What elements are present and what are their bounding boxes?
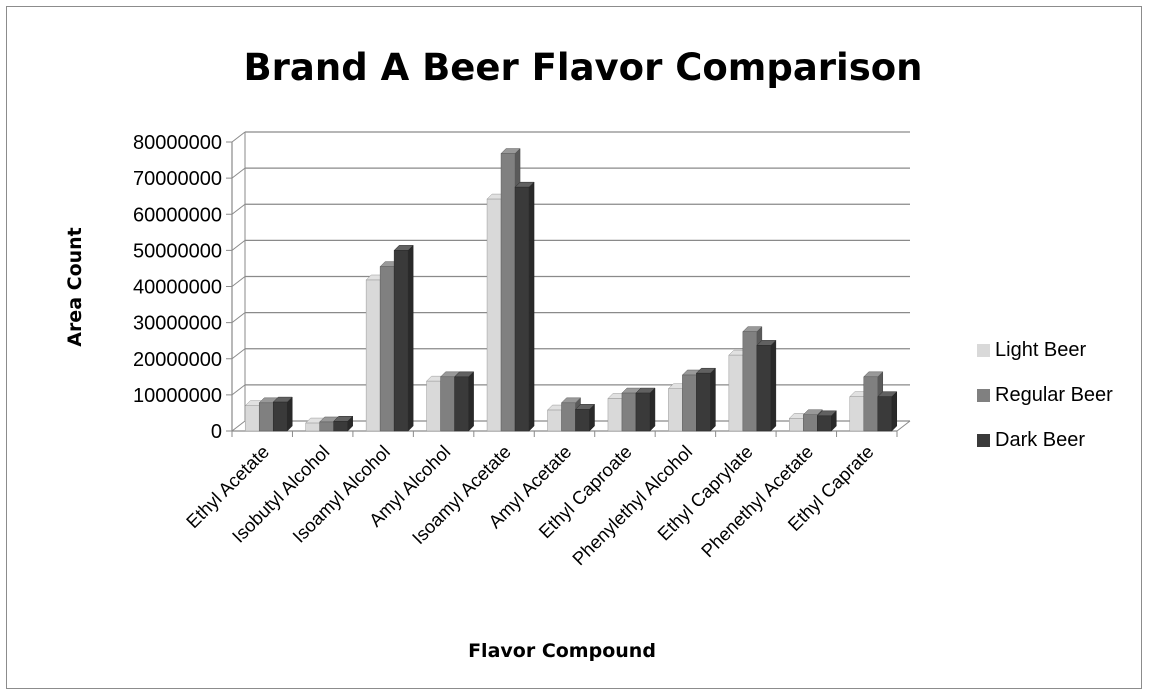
bar xyxy=(272,396,293,432)
grid-diagonal xyxy=(231,131,246,143)
legend-label: Light Beer xyxy=(995,339,1087,361)
bar xyxy=(514,181,535,432)
bar-front xyxy=(272,401,288,432)
y-tick-label: 30000000 xyxy=(133,313,222,335)
bar-side xyxy=(710,367,716,432)
bar-front xyxy=(440,376,455,432)
y-tick-label: 50000000 xyxy=(133,240,222,262)
bar-side xyxy=(286,396,293,432)
chart-title: Brand A Beer Flavor Comparison xyxy=(243,46,922,89)
bar xyxy=(756,339,777,432)
bar xyxy=(877,391,898,432)
legend-label: Regular Beer xyxy=(995,384,1113,406)
bar-side xyxy=(770,339,777,432)
y-tick-label: 80000000 xyxy=(133,132,222,154)
bar-side xyxy=(649,387,656,432)
legend: Light Beer Regular Beer Dark Beer xyxy=(977,339,1113,451)
bar-front xyxy=(333,420,348,432)
y-tick-label: 70000000 xyxy=(133,168,222,190)
bar-front xyxy=(486,198,502,432)
grid-diagonal xyxy=(231,420,246,432)
bar-front xyxy=(728,354,744,432)
bar-front xyxy=(305,422,320,432)
bar xyxy=(695,367,717,432)
grid-diagonal xyxy=(231,167,246,179)
bar-front xyxy=(426,380,441,432)
bar-front xyxy=(789,418,804,432)
bar-front xyxy=(696,372,711,432)
bar-front xyxy=(668,388,683,432)
bar-front xyxy=(379,266,395,432)
bar-front xyxy=(756,345,772,432)
y-axis-title: Area Count xyxy=(64,227,86,347)
bar-front xyxy=(635,392,651,432)
bar-side xyxy=(468,371,474,432)
bar-front xyxy=(561,402,576,432)
y-tick-label: 40000000 xyxy=(133,277,222,299)
bar xyxy=(635,387,656,432)
bar-side xyxy=(407,244,414,432)
bar-front xyxy=(258,402,274,432)
floor-edge xyxy=(896,420,911,432)
bar-front xyxy=(454,376,469,432)
x-category-label: Phenethyl Acetate xyxy=(697,441,817,561)
bar xyxy=(453,371,475,432)
bar-front xyxy=(849,396,865,432)
bar-front xyxy=(500,153,516,432)
y-tick-label: 60000000 xyxy=(133,204,222,226)
bar-front xyxy=(742,331,758,432)
grid-lines xyxy=(226,131,911,437)
x-axis-title: Flavor Compound xyxy=(468,640,656,662)
y-tick-label: 0 xyxy=(211,421,222,443)
grid-diagonal xyxy=(231,348,246,360)
bar-side xyxy=(891,391,898,432)
bar-front xyxy=(817,415,832,432)
bar-side xyxy=(528,181,535,432)
bar-front xyxy=(244,405,260,432)
bar-front xyxy=(863,376,879,432)
bar xyxy=(574,403,596,432)
bar-front xyxy=(514,186,530,432)
legend-swatch xyxy=(977,434,990,447)
bar-front xyxy=(393,250,409,432)
bar-front xyxy=(365,279,381,432)
y-tick-label: 20000000 xyxy=(133,349,222,371)
bar xyxy=(393,244,414,432)
legend-swatch xyxy=(977,389,990,402)
grid-diagonal xyxy=(231,384,246,396)
bar-front xyxy=(682,374,697,432)
bar-front xyxy=(607,398,623,432)
grid-diagonal xyxy=(231,239,246,251)
bar xyxy=(333,415,354,432)
grid-diagonal xyxy=(231,203,246,215)
y-axis-ticks: 0 10000000 20000000 30000000 40000000 5000000… xyxy=(133,132,222,443)
legend-label: Dark Beer xyxy=(995,429,1085,451)
bar-front xyxy=(319,421,334,432)
y-tick-label: 10000000 xyxy=(133,385,222,407)
bar-front xyxy=(575,409,590,432)
bar xyxy=(816,410,837,432)
legend-item: Dark Beer xyxy=(977,429,1085,451)
chart-frame xyxy=(6,6,1142,689)
bar-front xyxy=(547,409,562,432)
bar-front xyxy=(621,392,637,432)
grid-diagonal xyxy=(231,312,246,324)
bar-front xyxy=(803,414,818,432)
legend-item: Light Beer xyxy=(977,339,1087,361)
legend-swatch xyxy=(977,344,990,357)
bar-front xyxy=(877,396,893,432)
bars xyxy=(244,147,898,432)
legend-item: Regular Beer xyxy=(977,384,1113,406)
grid-diagonal xyxy=(231,276,246,287)
